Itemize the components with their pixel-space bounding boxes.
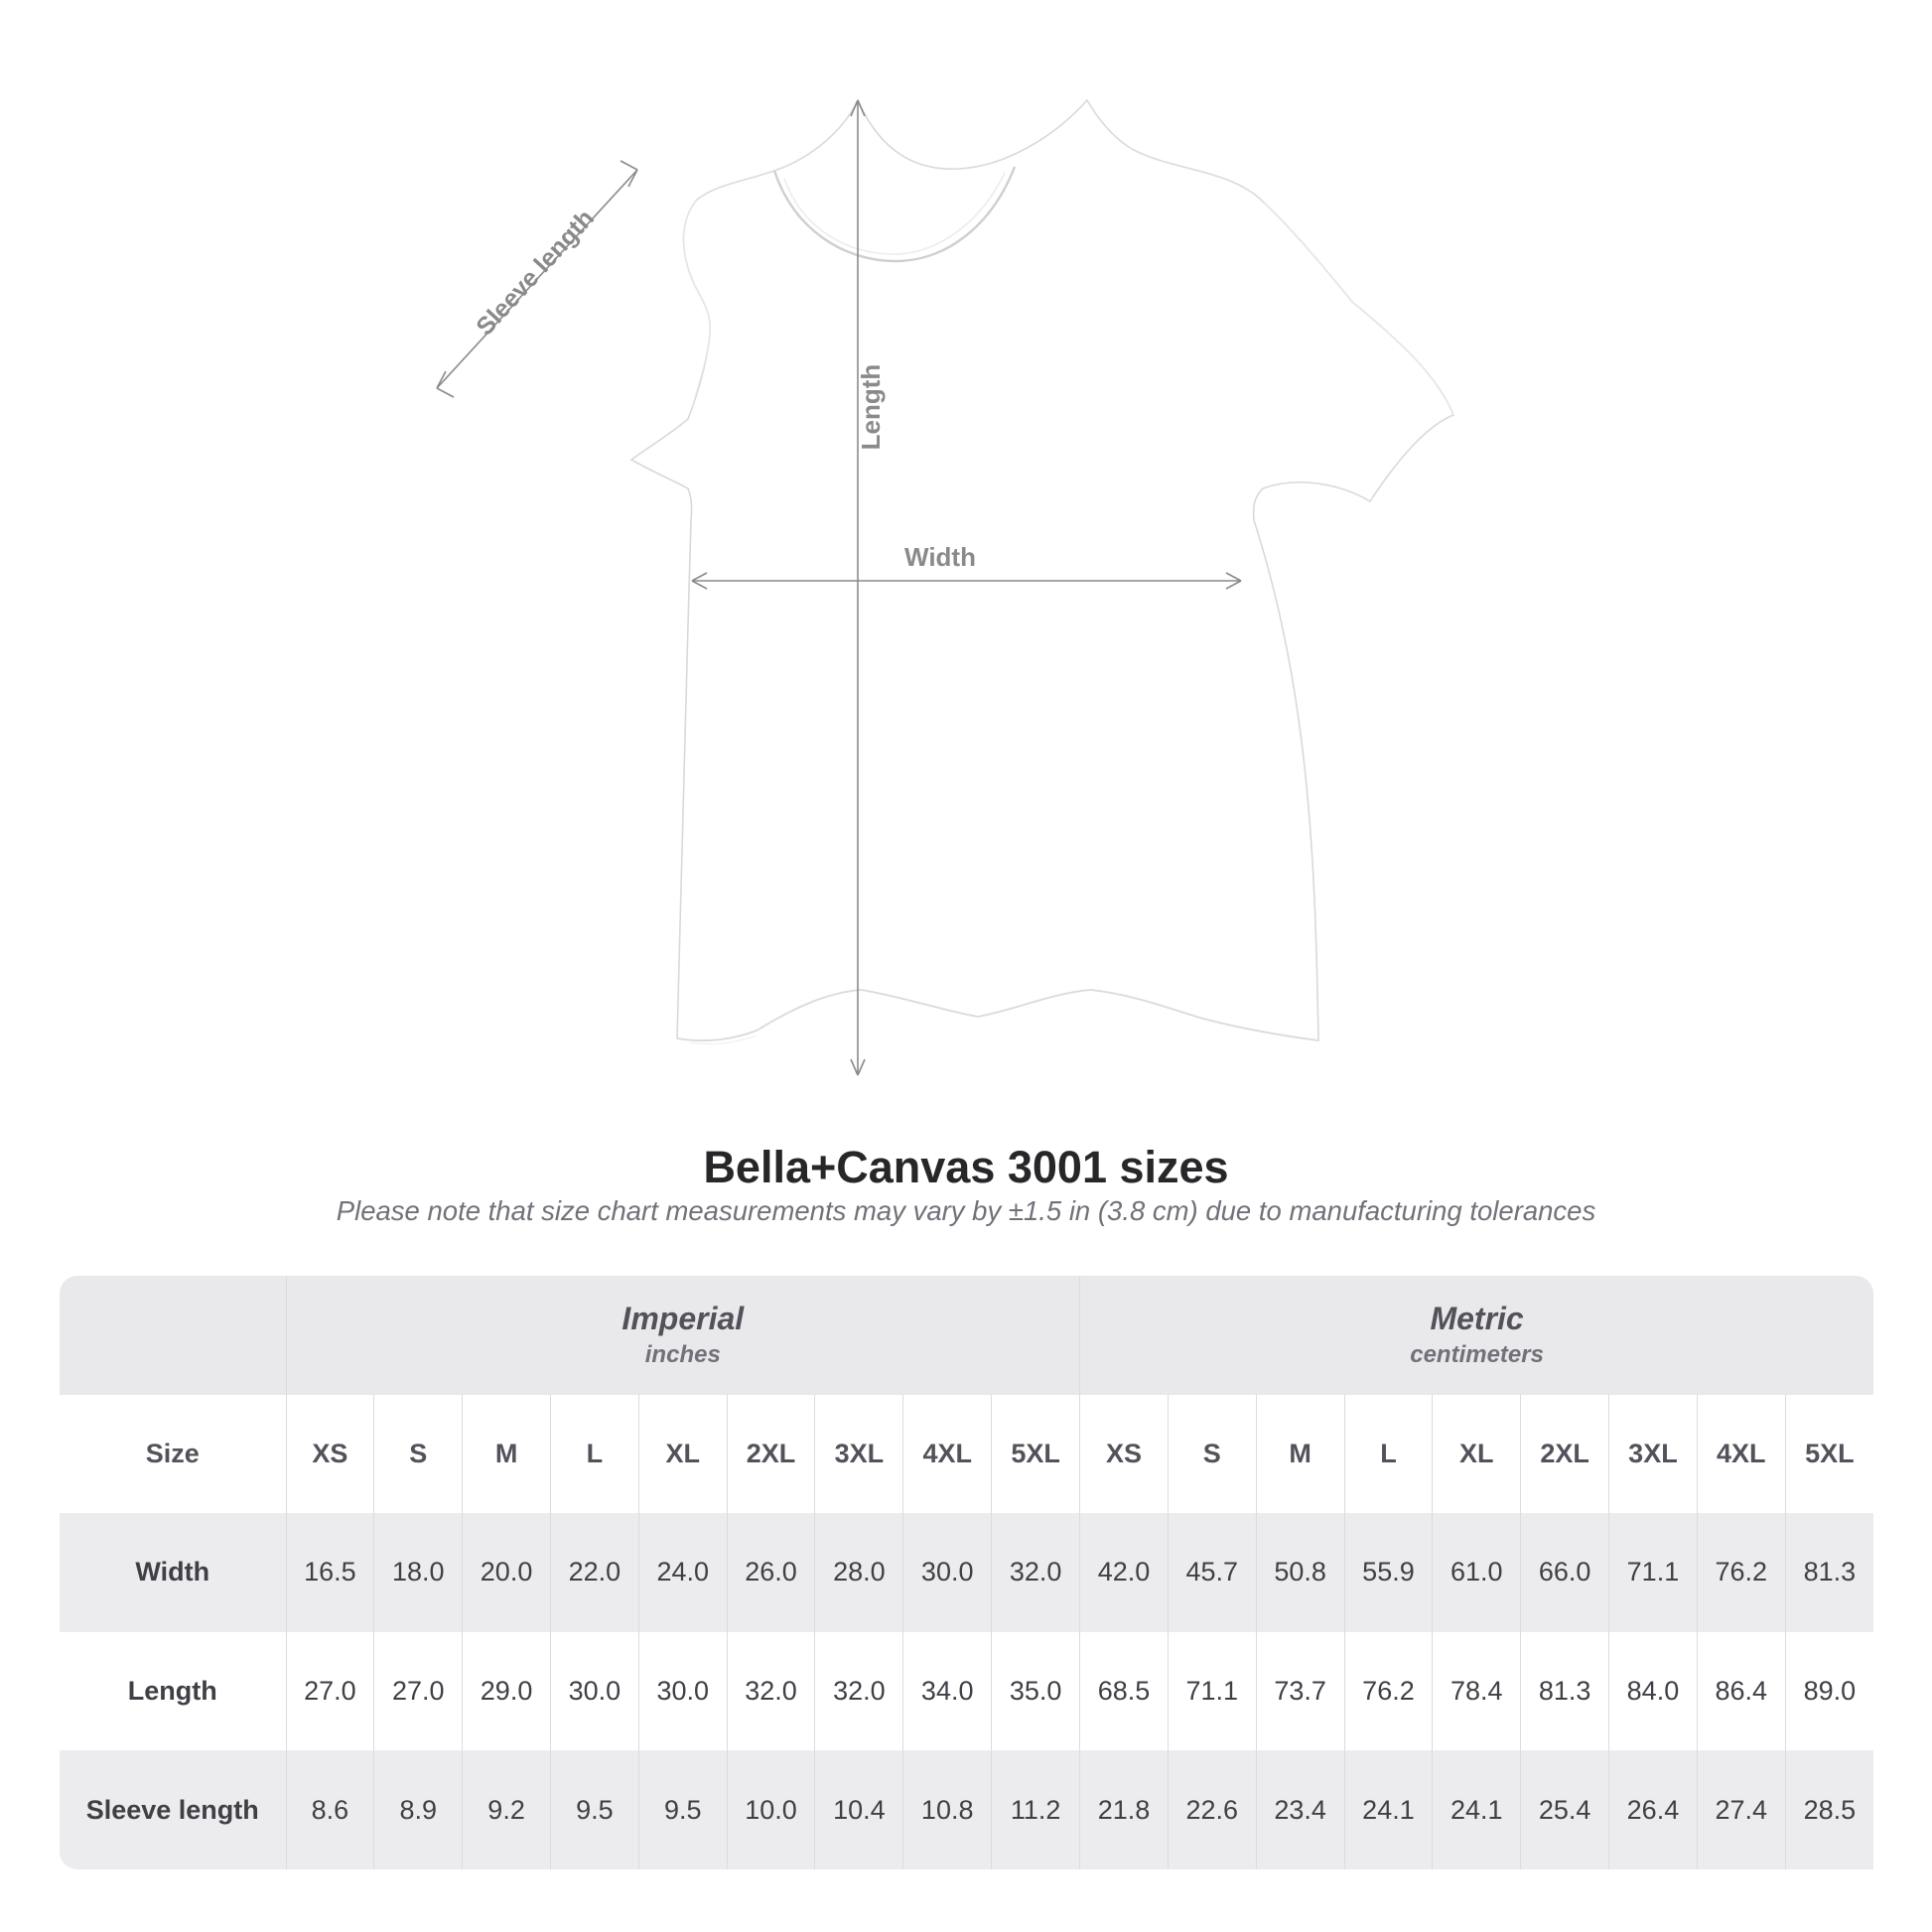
svg-text:Width: Width bbox=[904, 542, 976, 572]
svg-text:Length: Length bbox=[856, 364, 886, 451]
svg-text:Sleeve length: Sleeve length bbox=[471, 205, 600, 342]
